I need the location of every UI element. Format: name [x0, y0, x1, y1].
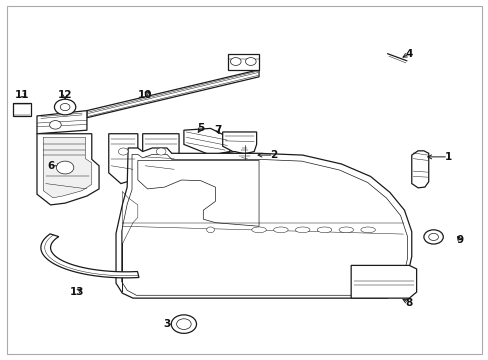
Polygon shape — [222, 152, 249, 167]
Circle shape — [118, 148, 128, 155]
Polygon shape — [37, 134, 99, 205]
Text: 11: 11 — [15, 90, 30, 100]
Polygon shape — [43, 137, 92, 198]
Polygon shape — [37, 111, 87, 134]
Text: 6: 6 — [47, 161, 54, 171]
Text: 2: 2 — [269, 150, 277, 160]
Circle shape — [171, 315, 196, 333]
Circle shape — [176, 319, 191, 329]
Circle shape — [49, 121, 61, 129]
Circle shape — [156, 148, 165, 155]
Circle shape — [54, 99, 76, 115]
Polygon shape — [87, 70, 259, 118]
Polygon shape — [108, 134, 138, 184]
Polygon shape — [411, 151, 428, 188]
Circle shape — [245, 58, 256, 66]
Text: 8: 8 — [405, 298, 412, 308]
Circle shape — [230, 58, 241, 66]
Ellipse shape — [360, 227, 375, 233]
Polygon shape — [116, 148, 411, 298]
Text: 13: 13 — [70, 287, 84, 297]
Circle shape — [423, 230, 443, 244]
Polygon shape — [227, 54, 259, 70]
Text: 7: 7 — [214, 125, 221, 135]
Circle shape — [60, 103, 70, 111]
Polygon shape — [13, 103, 31, 116]
Polygon shape — [222, 132, 256, 155]
Text: 9: 9 — [456, 235, 463, 246]
Text: 3: 3 — [163, 319, 170, 329]
Ellipse shape — [251, 227, 266, 233]
Text: 1: 1 — [444, 152, 451, 162]
Text: 12: 12 — [58, 90, 72, 100]
Text: 4: 4 — [405, 49, 412, 59]
Text: 5: 5 — [197, 123, 204, 134]
Circle shape — [206, 227, 214, 233]
Ellipse shape — [317, 227, 331, 233]
Polygon shape — [142, 134, 179, 187]
Circle shape — [428, 233, 438, 240]
Polygon shape — [41, 234, 139, 278]
Ellipse shape — [273, 227, 287, 233]
Ellipse shape — [295, 227, 309, 233]
Polygon shape — [350, 265, 416, 298]
Text: 10: 10 — [138, 90, 152, 100]
Circle shape — [56, 161, 74, 174]
Ellipse shape — [338, 227, 353, 233]
Polygon shape — [183, 129, 229, 155]
